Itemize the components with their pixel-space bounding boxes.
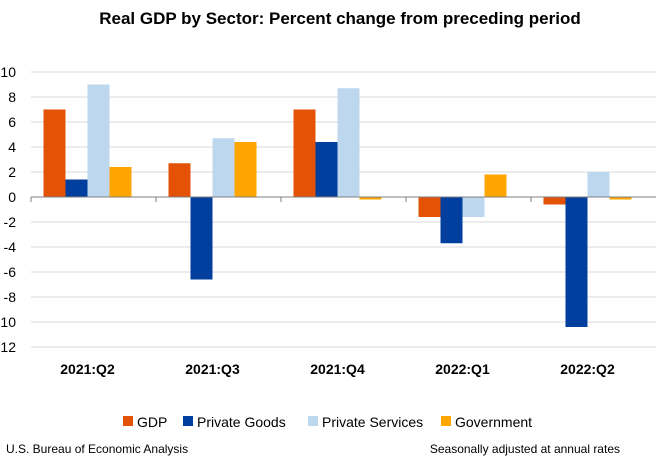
x-tick-label: 2021:Q2 (60, 361, 115, 377)
y-tick-label: -4 (4, 239, 17, 255)
bar-private-goods (65, 179, 88, 197)
legend-swatch (441, 416, 451, 426)
bar-private-goods (190, 197, 213, 280)
y-tick-label: 12 (0, 339, 16, 355)
bar-private-services (462, 197, 485, 217)
x-tick-label: 2022:Q1 (435, 361, 490, 377)
y-tick-label: -2 (4, 214, 17, 230)
x-tick-label: 2022:Q2 (560, 361, 615, 377)
bar-gdp (43, 109, 66, 197)
legend-label: Private Services (322, 414, 423, 430)
bar-government (109, 167, 132, 197)
bar-private-goods (565, 197, 588, 327)
chart-title: Real GDP by Sector: Percent change from … (99, 9, 580, 28)
legend-label: Private Goods (197, 414, 286, 430)
legend-label: Government (455, 414, 532, 430)
bar-gdp (418, 197, 441, 217)
y-tick-label: 2 (8, 164, 16, 180)
x-tick-label: 2021:Q3 (185, 361, 240, 377)
y-tick-label: 4 (8, 139, 16, 155)
bar-government (359, 197, 382, 200)
bar-private-goods (315, 142, 338, 197)
bars (43, 84, 632, 327)
y-tick-label: 0 (8, 189, 16, 205)
bar-private-services (212, 138, 235, 197)
bar-private-goods (440, 197, 463, 244)
bar-government (484, 174, 507, 197)
bar-government (609, 197, 632, 200)
y-tick-label: 8 (8, 89, 16, 105)
bar-gdp (293, 109, 316, 197)
y-tick-label: -8 (4, 289, 17, 305)
bar-government (234, 142, 257, 197)
legend-label: GDP (137, 414, 167, 430)
bar-gdp (543, 197, 566, 205)
bar-private-services (587, 172, 610, 197)
footer-note: Seasonally adjusted at annual rates (430, 442, 620, 456)
y-tick-label: 10 (0, 314, 16, 330)
y-tick-label: -6 (4, 264, 17, 280)
axes: 10 8 6 4 2 0 -2 -4 -6 -8 10 12 2021:Q2 2021:Q3 2021:Q4… (0, 64, 656, 377)
bar-private-services (87, 84, 110, 197)
bar-private-services (337, 88, 360, 197)
bar-gdp (168, 163, 191, 197)
legend-swatch (183, 416, 193, 426)
legend: GDP Private Goods Private Services Governme… (123, 414, 532, 430)
legend-swatch (123, 416, 133, 426)
y-tick-label: 10 (0, 64, 16, 80)
y-tick-label: 6 (8, 114, 16, 130)
footer-source: U.S. Bureau of Economic Analysis (6, 442, 188, 456)
legend-swatch (308, 416, 318, 426)
x-tick-label: 2021:Q4 (310, 361, 365, 377)
